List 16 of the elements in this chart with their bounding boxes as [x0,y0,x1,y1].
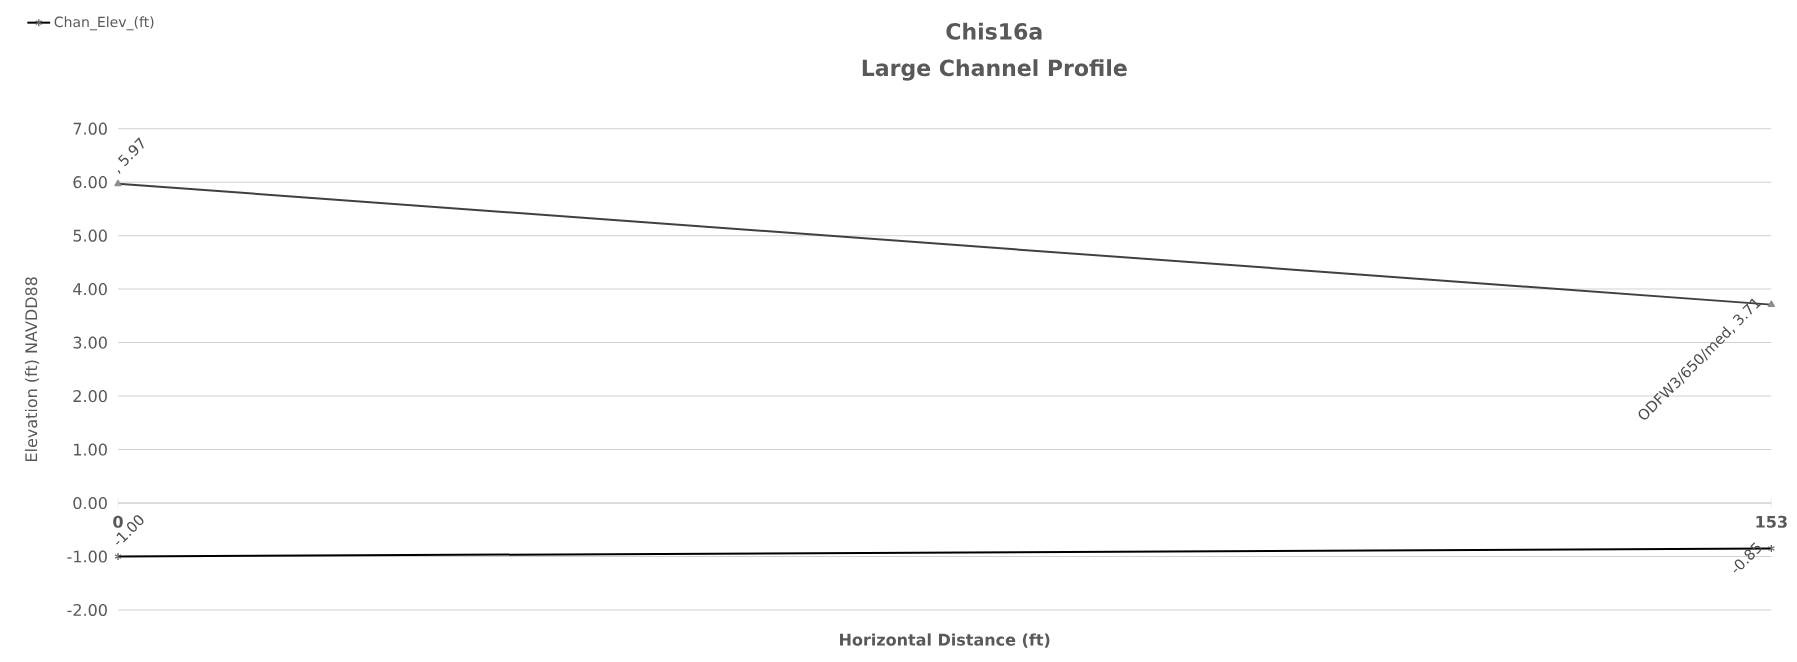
y-tick-label: 4.00 [73,283,107,296]
y-tick-label: -2.00 [67,603,107,617]
y-tick-label: 2.00 [73,390,107,403]
y-tick-label: 7.00 [73,122,107,135]
y-tick-label: 1.00 [74,443,107,456]
x-tick-label: 153 [1756,515,1787,528]
legend-label: Chan_Elev_(ft) [54,16,154,31]
y-tick-label: 0.00 [73,496,107,510]
chart-subtitle: Large Channel Profile [862,59,1127,81]
chart-title: Chis16a [946,22,1042,40]
y-tick-label: 5.00 [73,229,107,242]
y-axis-title: Elevation (ft) NAVDD88 [24,277,40,461]
y-tick-label: 6.00 [73,176,107,189]
y-tick-label: 3.00 [73,336,107,349]
y-tick-label: -1.00 [67,550,107,563]
x-axis-title: Horizontal Distance (ft) [840,633,1050,648]
